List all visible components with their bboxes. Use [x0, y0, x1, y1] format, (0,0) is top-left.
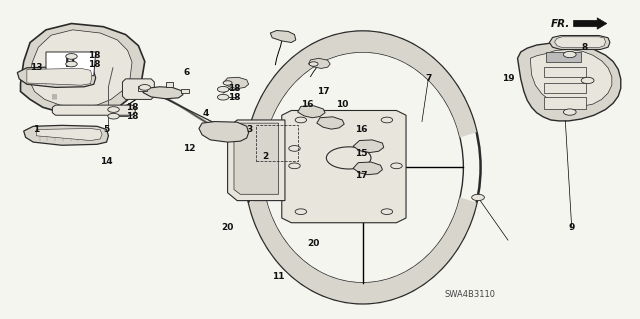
Polygon shape	[554, 37, 605, 48]
Polygon shape	[143, 87, 183, 99]
Circle shape	[309, 62, 318, 66]
Polygon shape	[353, 140, 384, 152]
Polygon shape	[531, 49, 612, 106]
Circle shape	[381, 209, 393, 214]
Circle shape	[472, 194, 484, 201]
Text: |||: |||	[51, 93, 57, 99]
Bar	[544, 97, 586, 109]
Text: 18: 18	[126, 103, 138, 112]
Circle shape	[218, 94, 229, 100]
Polygon shape	[317, 117, 344, 129]
Polygon shape	[282, 110, 406, 223]
Polygon shape	[249, 197, 477, 303]
Circle shape	[108, 107, 119, 112]
Polygon shape	[52, 105, 135, 115]
Text: 18: 18	[88, 60, 100, 69]
Polygon shape	[518, 43, 621, 121]
Circle shape	[391, 163, 402, 169]
Text: 18: 18	[126, 112, 138, 121]
Polygon shape	[353, 162, 383, 175]
Text: 10: 10	[336, 100, 349, 109]
Polygon shape	[122, 79, 154, 100]
Text: 4: 4	[202, 109, 209, 118]
Polygon shape	[234, 123, 278, 194]
Text: 6: 6	[183, 68, 189, 77]
Polygon shape	[270, 31, 296, 42]
Polygon shape	[138, 86, 147, 91]
Circle shape	[381, 117, 393, 123]
Text: 12: 12	[183, 144, 196, 153]
Circle shape	[66, 61, 77, 67]
Text: 17: 17	[355, 171, 368, 180]
Text: 20: 20	[221, 223, 234, 232]
Text: 18: 18	[88, 51, 100, 60]
Circle shape	[295, 209, 307, 214]
Text: 19: 19	[502, 74, 515, 83]
Bar	[544, 83, 586, 93]
Polygon shape	[20, 24, 145, 114]
Circle shape	[223, 81, 232, 85]
Circle shape	[108, 113, 119, 119]
Circle shape	[66, 54, 77, 59]
Text: FR.: FR.	[550, 19, 570, 28]
Polygon shape	[549, 35, 610, 49]
Circle shape	[218, 86, 229, 92]
Polygon shape	[546, 52, 581, 62]
Text: 18: 18	[228, 84, 240, 93]
Text: 11: 11	[273, 272, 285, 281]
Polygon shape	[46, 52, 96, 76]
Polygon shape	[30, 30, 132, 106]
Text: 1: 1	[33, 125, 40, 134]
Text: 14: 14	[100, 157, 113, 166]
Text: 20: 20	[307, 239, 320, 248]
Text: SWA4B3110: SWA4B3110	[444, 290, 495, 299]
Circle shape	[563, 51, 576, 58]
Bar	[544, 67, 586, 77]
Polygon shape	[36, 129, 102, 141]
Polygon shape	[17, 67, 96, 87]
Polygon shape	[228, 120, 285, 201]
Text: 16: 16	[355, 125, 367, 134]
Text: 2: 2	[262, 152, 269, 161]
Bar	[256, 125, 298, 161]
Text: 17: 17	[317, 87, 330, 96]
Polygon shape	[298, 106, 325, 118]
Text: 8: 8	[581, 43, 588, 52]
Polygon shape	[249, 32, 477, 137]
Polygon shape	[181, 89, 189, 93]
Text: 5: 5	[104, 125, 109, 134]
Text: 18: 18	[228, 93, 240, 102]
Polygon shape	[27, 69, 92, 85]
Polygon shape	[573, 18, 607, 29]
Polygon shape	[166, 82, 173, 87]
Text: 3: 3	[247, 125, 253, 134]
Circle shape	[139, 85, 150, 90]
Circle shape	[563, 109, 576, 115]
Polygon shape	[24, 125, 108, 145]
Circle shape	[326, 147, 371, 169]
Text: H: H	[65, 57, 76, 70]
Circle shape	[295, 117, 307, 123]
Text: 15: 15	[355, 149, 367, 158]
Circle shape	[581, 77, 594, 84]
Polygon shape	[308, 58, 330, 69]
Polygon shape	[223, 77, 248, 89]
Text: 7: 7	[425, 74, 431, 83]
Circle shape	[289, 163, 300, 169]
Text: 9: 9	[568, 223, 575, 232]
Polygon shape	[199, 122, 248, 142]
Text: 16: 16	[301, 100, 314, 109]
Text: 13: 13	[30, 63, 43, 72]
Circle shape	[289, 145, 300, 151]
